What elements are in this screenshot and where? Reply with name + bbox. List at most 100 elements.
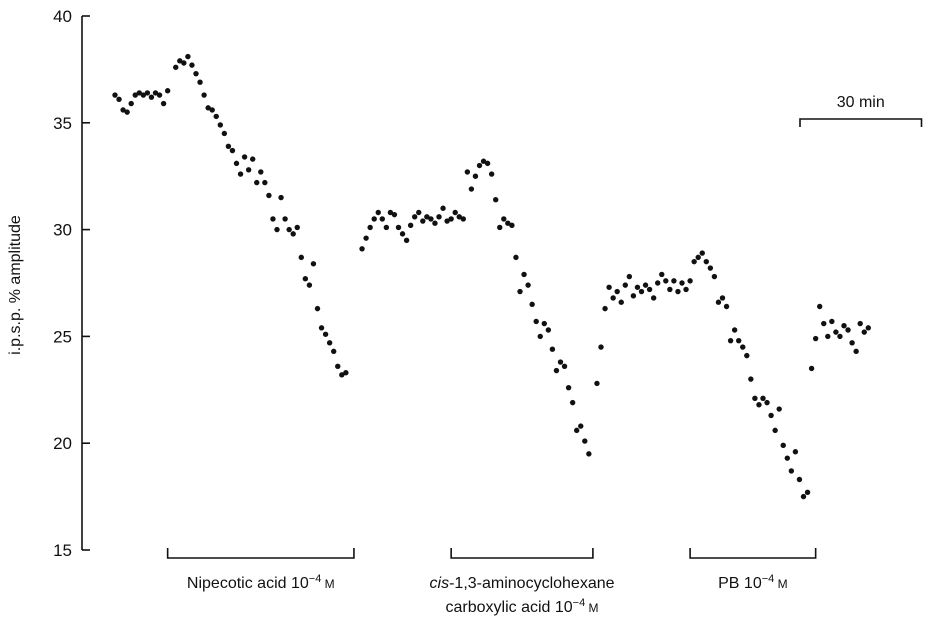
data-point [140,92,147,98]
data-point [509,222,515,229]
data-point [845,327,851,333]
data-point [213,113,219,120]
data-point [772,427,778,434]
data-point [634,284,641,290]
data-point [274,226,280,233]
data-point [553,367,560,374]
data-point [493,196,499,203]
data-point [849,340,855,346]
data-point [160,100,167,107]
data-point [594,380,600,387]
data-point [780,442,786,449]
data-point [760,395,766,402]
label-cis: carboxylic acid 10−4 M [445,597,598,616]
data-point [148,94,155,100]
data-point [614,288,620,295]
data-point [468,186,475,192]
data-point [752,395,758,402]
data-point [865,325,871,331]
data-point [861,329,867,335]
data-point [124,109,130,115]
bracket-pb [689,548,817,559]
data-point [181,60,187,66]
data-point [448,216,454,222]
data-point [185,53,191,60]
data-point [189,62,195,68]
data-point [460,216,466,222]
scale-bar: 30 min [799,94,923,127]
data-point [679,280,685,286]
data-point [201,92,207,98]
data-point [452,209,458,216]
data-point [650,295,657,301]
data-point [229,147,236,154]
y-tick-label: 40 [53,7,72,26]
data-point [521,271,527,278]
y-tick-label: 30 [53,221,72,240]
data-point [209,107,215,113]
data-point [622,282,628,288]
data-point [116,96,122,103]
data-point [812,335,819,342]
data-point [642,282,649,288]
data-point [638,288,645,295]
data-point [857,320,863,327]
data-point [687,278,693,284]
data-point [829,318,835,325]
data-point [565,384,572,391]
data-point [339,372,345,378]
data-point [322,331,329,337]
data-point [537,333,543,340]
data-point [173,64,179,70]
data-point [318,325,325,331]
data-point [675,288,681,295]
data-point [578,423,584,429]
data-point [776,406,782,412]
data-point [569,399,576,406]
y-tick-label: 15 [53,541,72,560]
data-point [541,320,547,327]
data-point [428,216,434,222]
data-point [375,209,381,216]
data-point [205,105,211,111]
data-point [598,344,604,350]
data-point [723,303,730,310]
data-point [517,288,523,295]
data-point [241,154,248,160]
data-point [525,282,531,288]
data-point [744,352,750,359]
data-point [488,171,495,177]
data-points [112,53,871,500]
label-nipecotic: Nipecotic acid 10−4 M [187,573,335,592]
scale-bar-line [799,118,923,127]
data-point [549,346,556,352]
data-point [132,92,138,98]
data-point [731,327,738,333]
data-point [278,194,284,201]
data-point [800,493,807,500]
data-point [225,143,232,149]
data-point [711,273,718,280]
data-point [740,344,746,350]
data-point [193,70,199,77]
data-point [250,156,256,162]
data-point [294,224,300,231]
data-point [484,160,491,167]
scale-bar-label: 30 min [837,94,885,111]
data-point [501,216,507,222]
data-point [533,318,539,325]
data-point [306,282,313,288]
data-point [821,320,827,327]
data-point [695,254,701,261]
data-point [784,455,790,461]
data-point [444,218,450,224]
data-point [391,211,398,218]
data-point [513,254,519,261]
data-point [298,254,304,261]
data-point [387,209,394,216]
data-point [505,220,511,226]
data-point [853,348,859,355]
y-tick-label: 35 [53,114,72,133]
data-point [768,412,774,419]
